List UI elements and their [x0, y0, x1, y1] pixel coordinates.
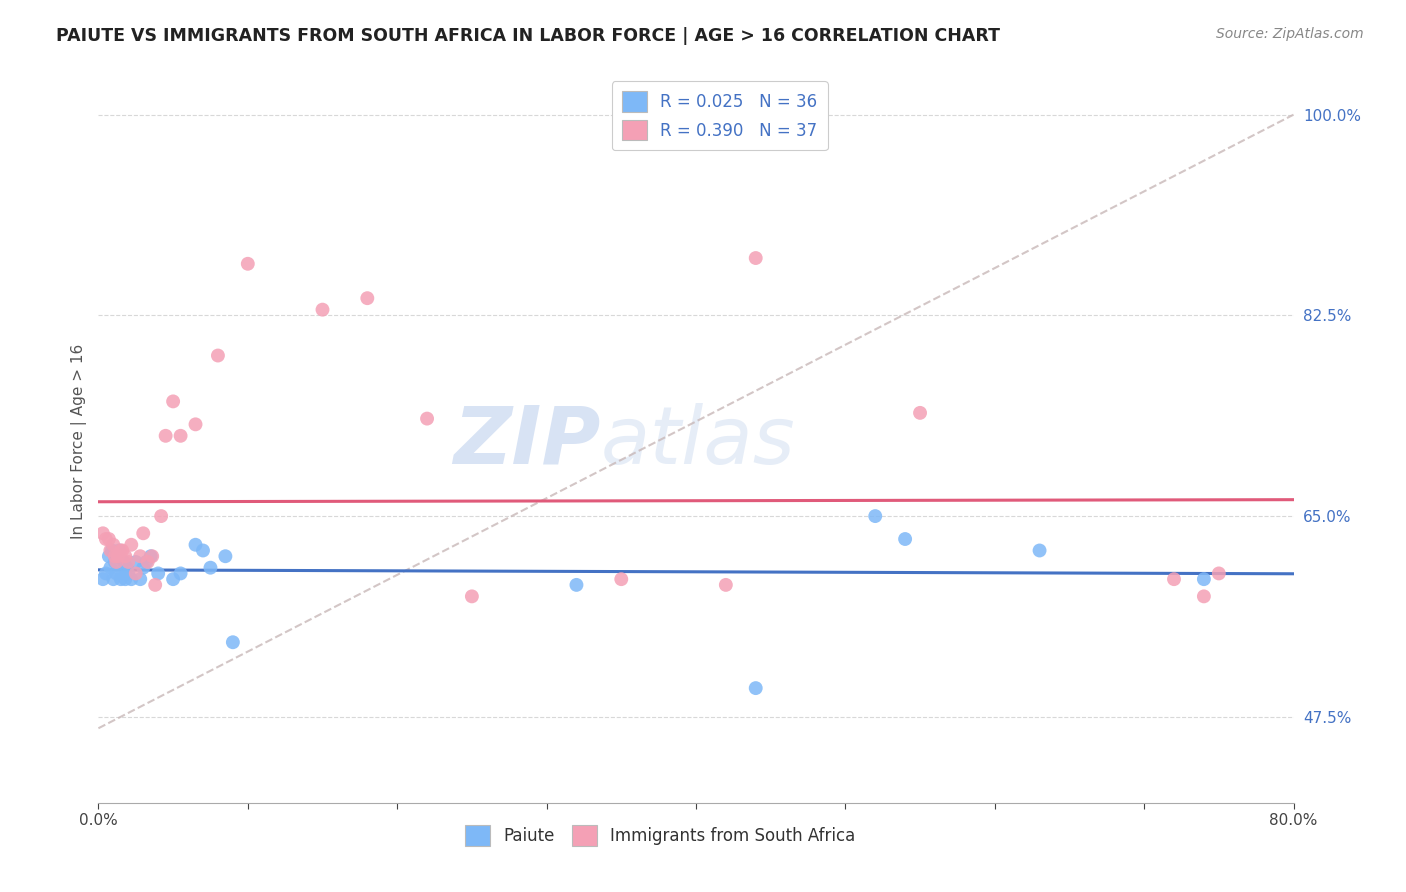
Point	[169, 429, 191, 443]
Point	[108, 543, 131, 558]
Point	[150, 509, 173, 524]
Point	[114, 572, 136, 586]
Point	[94, 566, 117, 581]
Point	[91, 526, 114, 541]
Point	[112, 555, 135, 569]
Point	[162, 572, 184, 586]
Point	[894, 532, 917, 546]
Point	[117, 555, 139, 569]
Point	[125, 555, 148, 569]
Point	[97, 549, 120, 564]
Point	[714, 578, 737, 592]
Point	[105, 555, 128, 569]
Point	[104, 555, 127, 569]
Y-axis label: In Labor Force | Age > 16: In Labor Force | Age > 16	[72, 344, 87, 539]
Point	[129, 572, 152, 586]
Point	[136, 555, 159, 569]
Point	[103, 572, 125, 586]
Point	[111, 543, 134, 558]
Point	[125, 566, 148, 581]
Point	[1208, 566, 1230, 581]
Point	[129, 549, 152, 564]
Point	[132, 560, 155, 574]
Point	[1028, 543, 1050, 558]
Point	[101, 543, 124, 558]
Point	[105, 566, 128, 581]
Point	[107, 549, 129, 564]
Point	[155, 429, 177, 443]
Point	[139, 549, 162, 564]
Point	[162, 394, 184, 409]
Point	[107, 549, 129, 564]
Point	[141, 549, 163, 564]
Text: ZIP: ZIP	[453, 402, 600, 481]
Point	[104, 549, 127, 564]
Point	[416, 411, 439, 425]
Point	[103, 538, 125, 552]
Point	[207, 349, 229, 363]
Point	[120, 572, 142, 586]
Point	[184, 538, 207, 552]
Point	[169, 566, 191, 581]
Point	[865, 509, 887, 524]
Point	[135, 555, 157, 569]
Point	[111, 566, 134, 581]
Text: atlas: atlas	[600, 402, 796, 481]
Point	[184, 417, 207, 432]
Point	[98, 560, 122, 574]
Point	[117, 566, 139, 581]
Point	[98, 543, 122, 558]
Point	[1163, 572, 1185, 586]
Point	[1192, 572, 1215, 586]
Text: Source: ZipAtlas.com: Source: ZipAtlas.com	[1216, 27, 1364, 41]
Point	[236, 257, 259, 271]
Point	[120, 538, 142, 552]
Legend: Paiute, Immigrants from South Africa: Paiute, Immigrants from South Africa	[458, 819, 862, 852]
Point	[908, 406, 931, 420]
Point	[143, 578, 166, 592]
Point	[745, 681, 768, 695]
Point	[94, 532, 117, 546]
Point	[610, 572, 633, 586]
Point	[745, 251, 768, 265]
Point	[115, 560, 138, 574]
Point	[110, 572, 132, 586]
Point	[97, 532, 120, 546]
Point	[214, 549, 236, 564]
Point	[110, 543, 132, 558]
Point	[132, 526, 155, 541]
Point	[191, 543, 214, 558]
Point	[148, 566, 170, 581]
Point	[1192, 590, 1215, 604]
Point	[356, 291, 378, 305]
Text: PAIUTE VS IMMIGRANTS FROM SOUTH AFRICA IN LABOR FORCE | AGE > 16 CORRELATION CHA: PAIUTE VS IMMIGRANTS FROM SOUTH AFRICA I…	[56, 27, 1000, 45]
Point	[461, 590, 484, 604]
Point	[565, 578, 588, 592]
Point	[200, 560, 222, 574]
Point	[311, 302, 333, 317]
Point	[114, 549, 136, 564]
Point	[222, 635, 245, 649]
Point	[91, 572, 114, 586]
